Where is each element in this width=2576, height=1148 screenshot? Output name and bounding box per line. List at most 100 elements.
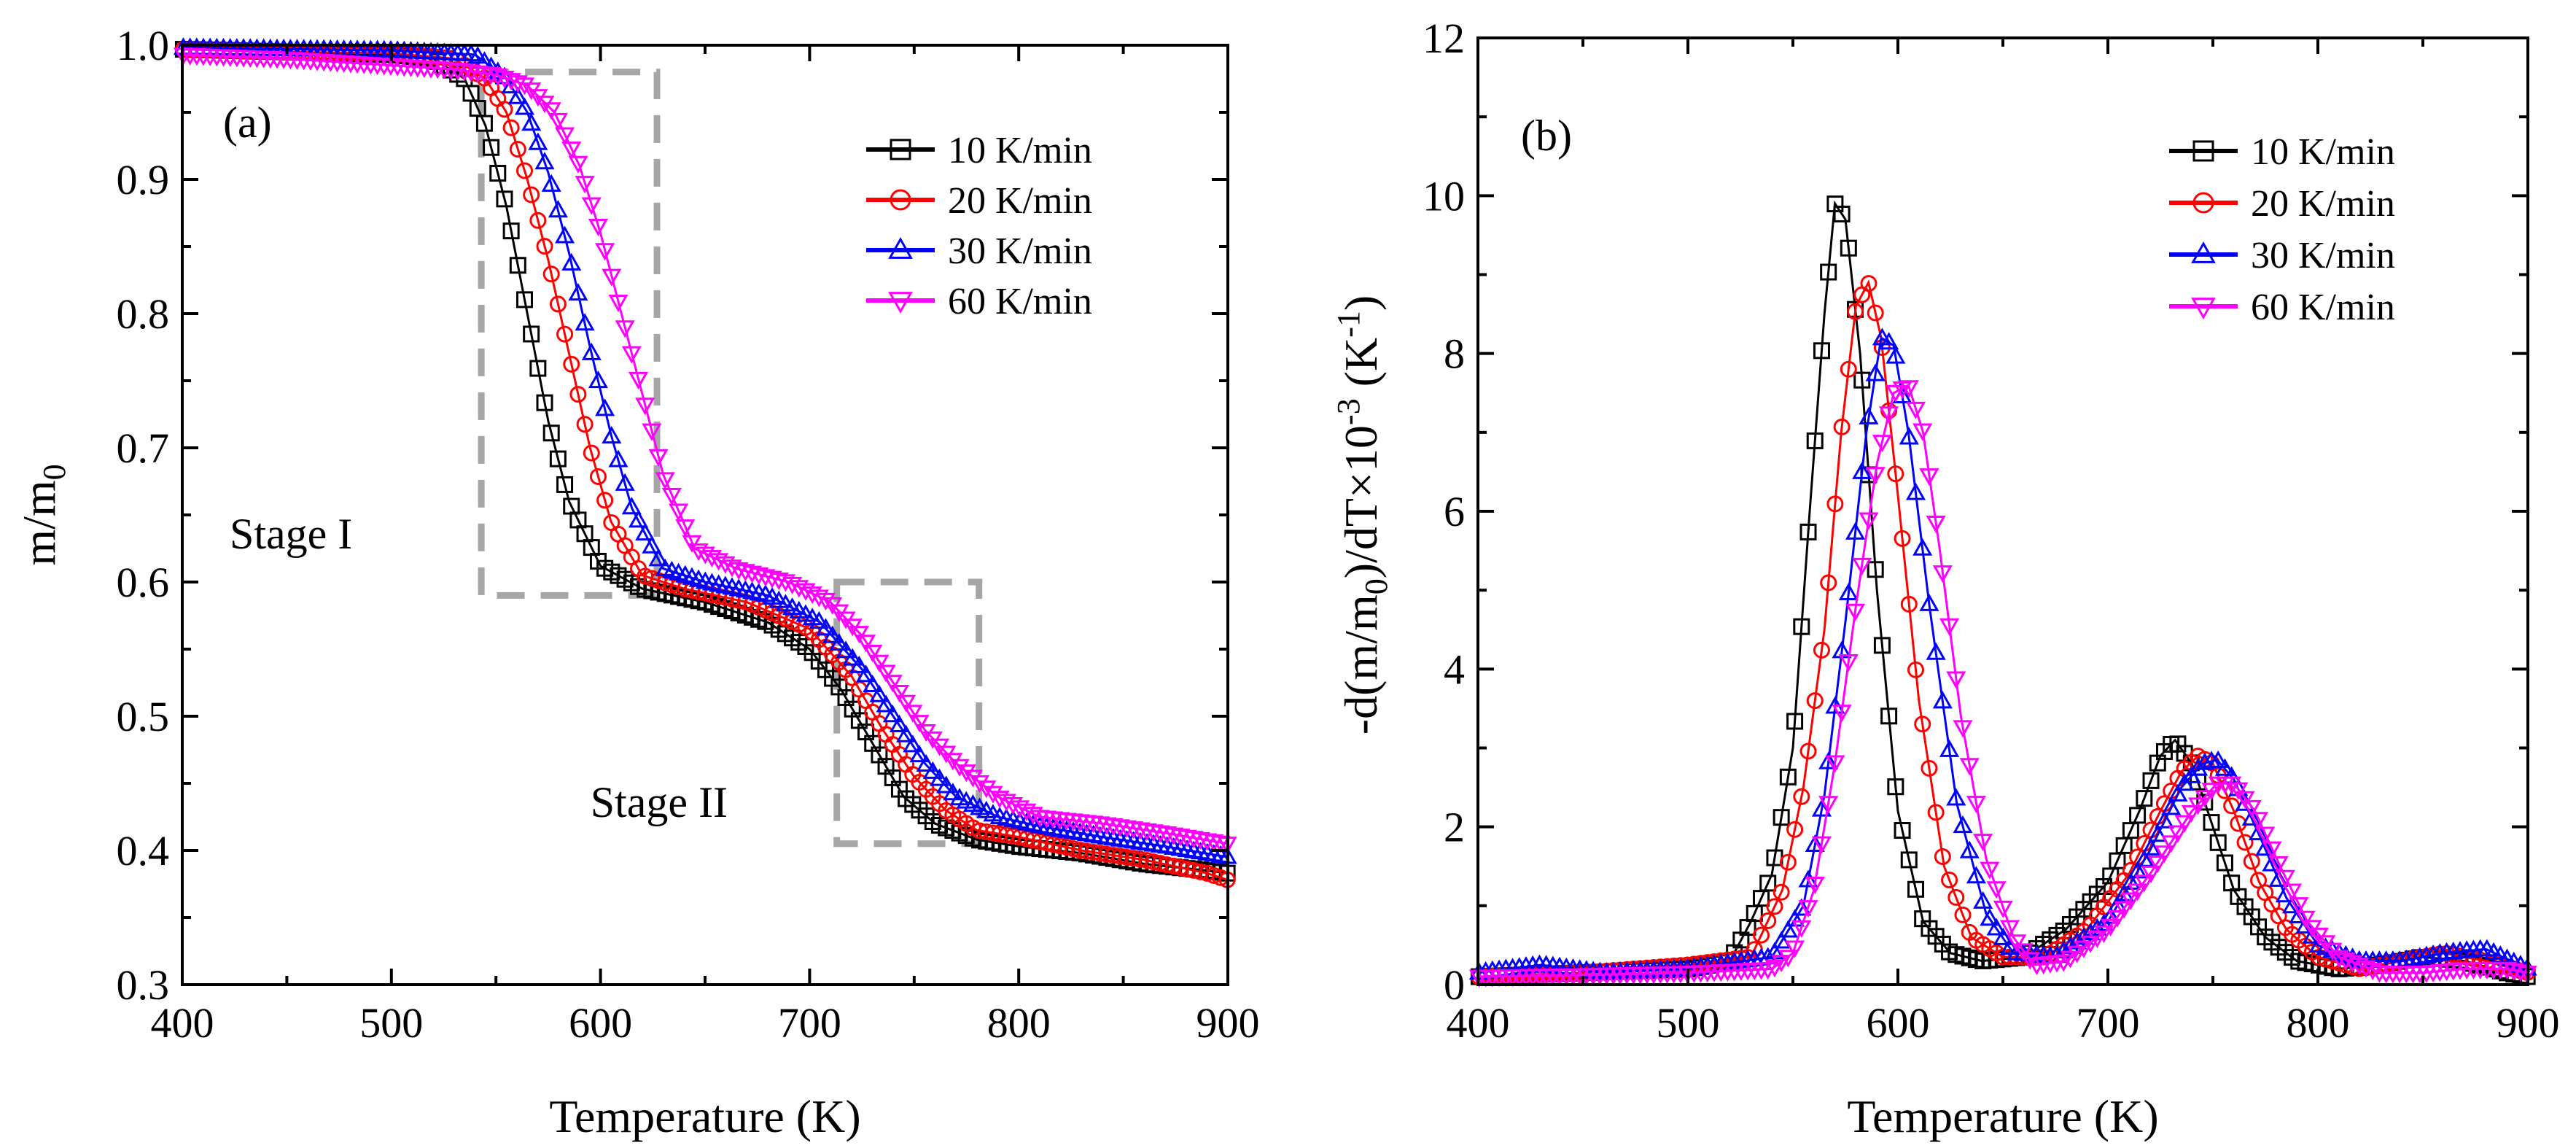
data-point <box>1905 401 1926 419</box>
data-point <box>1946 788 1966 806</box>
data-point <box>2262 841 2282 859</box>
data-point <box>548 112 568 131</box>
data-point <box>849 655 869 673</box>
legend-marker <box>888 292 913 314</box>
data-point <box>2074 940 2094 958</box>
data-point <box>548 200 568 218</box>
data-point <box>1947 888 1965 906</box>
data-point <box>2222 776 2242 794</box>
data-point <box>1832 705 1852 723</box>
data-point <box>1899 380 1919 398</box>
data-point <box>1791 920 1812 938</box>
data-point <box>2147 824 2168 842</box>
data-point <box>1999 920 2020 938</box>
data-point <box>1926 642 1946 660</box>
data-point <box>2120 892 2141 910</box>
data-point <box>2329 950 2349 968</box>
data-point <box>1973 891 1993 909</box>
data-point <box>1894 530 1911 547</box>
data-point <box>1813 641 1830 659</box>
data-point <box>1786 821 1804 838</box>
data-point <box>836 640 856 659</box>
data-point <box>583 444 600 462</box>
legend-label: 10 K/min <box>948 130 1092 171</box>
data-point <box>1838 654 1859 672</box>
data-point <box>688 543 709 562</box>
data-point <box>2349 958 2370 976</box>
data-point <box>2060 950 2081 969</box>
data-point <box>749 567 769 586</box>
data-point <box>542 265 560 283</box>
data-point <box>655 472 675 490</box>
data-point <box>1859 406 1879 424</box>
data-point <box>2134 874 2155 893</box>
data-point <box>2154 810 2175 829</box>
legend-label: 60 K/min <box>2251 287 2395 328</box>
data-point <box>1798 900 1818 918</box>
data-point <box>709 553 729 571</box>
data-point <box>2289 897 2309 915</box>
data-point <box>529 360 547 377</box>
data-point <box>943 783 963 801</box>
data-point <box>1838 582 1859 600</box>
data-point <box>1771 955 1791 973</box>
data-point <box>1959 840 1980 858</box>
data-point <box>1785 940 1805 958</box>
data-point <box>1852 461 1872 479</box>
data-point <box>863 674 883 692</box>
data-point <box>554 225 575 244</box>
data-point <box>489 165 507 182</box>
data-point <box>2181 804 2201 823</box>
data-point <box>515 162 533 179</box>
y-tick-label: 10 <box>1423 172 1465 220</box>
x-tick-label: 900 <box>1196 999 1260 1047</box>
data-point <box>541 174 561 192</box>
data-point <box>1887 465 1904 483</box>
data-point <box>595 243 615 261</box>
data-point <box>1820 574 1837 592</box>
data-point <box>1798 869 1818 888</box>
stage-annotation-2: Stage II <box>591 778 728 826</box>
data-point <box>575 176 595 194</box>
data-point <box>1793 618 1810 635</box>
data-point <box>1954 906 1972 923</box>
y-tick-label: 4 <box>1444 645 1465 693</box>
data-point <box>1813 342 1830 360</box>
data-point <box>1921 759 1938 777</box>
data-point <box>956 764 976 783</box>
panel-b-plot-frame <box>1476 36 2529 986</box>
y-tick-label: 0.5 <box>117 693 170 740</box>
data-point <box>549 295 567 313</box>
data-point <box>556 325 574 343</box>
data-point <box>595 398 615 416</box>
data-point <box>1170 829 1191 847</box>
data-point <box>1799 523 1817 540</box>
series-60-k-min <box>173 47 1237 855</box>
data-point <box>2136 790 2153 807</box>
data-point <box>1016 803 1037 821</box>
data-point <box>2295 910 2316 928</box>
data-point <box>789 580 809 598</box>
panel-a-label: (a) <box>223 98 272 147</box>
y-tick-label: 0 <box>1444 961 1465 1009</box>
data-point <box>635 523 655 541</box>
data-point <box>1966 796 1986 814</box>
series-line <box>1477 279 2529 978</box>
data-point <box>1778 920 1798 938</box>
data-point <box>615 320 635 338</box>
data-point <box>1806 692 1824 710</box>
data-point <box>762 570 782 589</box>
data-point <box>2335 953 2356 971</box>
data-point <box>996 794 1016 812</box>
data-point <box>2342 955 2363 973</box>
data-point <box>903 705 923 723</box>
data-point <box>1867 304 1884 322</box>
data-point <box>1919 468 1939 486</box>
data-point <box>1771 931 1791 949</box>
y-tick-label: 0.9 <box>117 156 170 203</box>
data-point <box>2107 910 2128 928</box>
data-point <box>1953 815 1973 834</box>
data-point <box>909 715 930 733</box>
data-point <box>929 768 950 786</box>
data-point <box>2080 935 2101 953</box>
